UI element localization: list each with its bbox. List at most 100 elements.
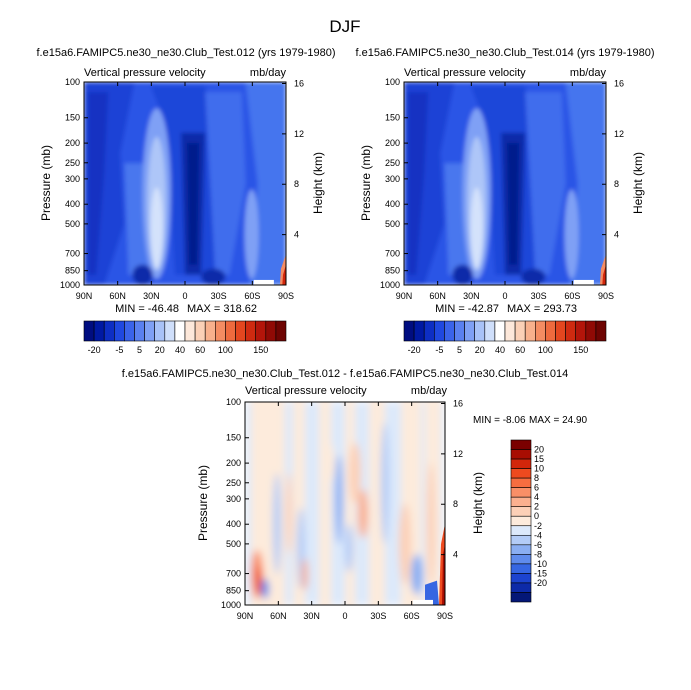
colorbar-swatch	[194, 320, 206, 342]
colorbar-swatch	[510, 582, 532, 593]
colorbar-swatch	[423, 320, 435, 342]
contour-band	[201, 268, 226, 285]
contour-band	[408, 92, 429, 275]
y2-tick-label: 16	[453, 398, 463, 408]
contour-band	[369, 402, 385, 605]
y-tick-label: 500	[385, 219, 400, 229]
colorbar-label: 2	[534, 502, 539, 512]
contour-band	[335, 454, 343, 545]
y2-tick-label: 16	[614, 78, 624, 88]
y-tick-label: 300	[226, 494, 241, 504]
colorbar-label: -20	[408, 345, 421, 355]
colorbar-label: 100	[538, 345, 553, 355]
contour-band	[345, 402, 355, 605]
y2-tick-label: 12	[614, 129, 624, 139]
colorbar-swatch	[83, 320, 95, 342]
y-tick-label: 850	[385, 266, 400, 276]
panel-3-max-label: MAX = 24.90	[529, 415, 588, 426]
contour-band	[521, 268, 546, 285]
contour-band	[88, 92, 109, 275]
panel-1-y2-axis-label: Height (km)	[311, 152, 325, 214]
y2-tick-label: 8	[614, 179, 619, 189]
colorbar-label: 5	[137, 345, 142, 355]
colorbar-swatch	[444, 320, 455, 342]
colorbar-swatch	[510, 487, 532, 498]
contour-band	[256, 566, 262, 595]
colorbar-swatch	[545, 320, 556, 342]
colorbar-swatch	[464, 320, 476, 342]
colorbar-swatch	[514, 320, 526, 342]
y-tick-label: 200	[226, 458, 241, 468]
y-tick-label: 700	[65, 249, 80, 259]
colorbar-label: 5	[457, 345, 462, 355]
x-tick-label: 90S	[278, 291, 294, 301]
field-blurred	[404, 82, 606, 285]
contour-band	[525, 92, 566, 275]
contour-band	[470, 187, 483, 269]
panel-2-y2-axis-label: Height (km)	[631, 152, 645, 214]
colorbar-label: 6	[534, 483, 539, 493]
y-tick-label: 250	[226, 478, 241, 488]
x-tick-label: 30S	[211, 291, 227, 301]
panel-3-min-label: MIN = -8.06	[473, 415, 526, 426]
contour-band	[452, 264, 473, 285]
y-tick-label: 250	[65, 158, 80, 168]
colorbar-swatch	[534, 320, 546, 342]
field-layers	[404, 82, 606, 285]
contour-band	[411, 554, 423, 595]
colorbar-swatch	[510, 573, 532, 584]
contour-band	[507, 142, 520, 265]
y-tick-label: 700	[385, 249, 400, 259]
y-tick-label: 100	[226, 397, 241, 407]
panel-1-left-label: Vertical pressure velocity	[84, 67, 206, 79]
topography-mask	[413, 599, 433, 605]
x-tick-label: 60S	[404, 611, 420, 621]
contour-band	[286, 473, 292, 555]
colorbar-swatch	[510, 506, 532, 517]
contour-band	[150, 187, 163, 269]
colorbar-swatch	[103, 320, 115, 342]
field-blurred	[245, 402, 445, 605]
y2-tick-label: 8	[294, 179, 299, 189]
colorbar-swatch	[575, 320, 587, 342]
colorbar-label: -2	[534, 521, 542, 531]
colorbar-swatch	[555, 320, 566, 342]
colorbar-swatch	[595, 320, 607, 342]
panel-2-colorbar: -20 -5 5 20 40 60 100 150	[403, 320, 607, 355]
colorbar-swatch	[510, 592, 532, 603]
y-tick-label: 850	[65, 266, 80, 276]
panel-1-min-label: MIN = -46.48	[115, 303, 179, 315]
panel-3-left-label: Vertical pressure velocity	[245, 385, 367, 397]
colorbar-swatch	[275, 320, 287, 342]
y-tick-label: 1000	[380, 280, 400, 290]
colorbar-label: 60	[195, 345, 205, 355]
colorbar-label: 8	[534, 473, 539, 483]
y-tick-label: 150	[385, 113, 400, 123]
colorbar-swatch	[510, 534, 532, 546]
colorbar-label: 60	[515, 345, 525, 355]
colorbar-label: 20	[155, 345, 165, 355]
panel-1-colorbar: -20 -5 5 20 40 60 100 150	[83, 320, 287, 355]
y-tick-label: 100	[65, 77, 80, 87]
colorbar-label: 150	[573, 345, 588, 355]
y2-tick-label: 12	[294, 129, 304, 139]
colorbar-swatch	[510, 563, 532, 574]
x-tick-label: 0	[342, 611, 347, 621]
contour-band	[282, 264, 286, 285]
panel-3-title: f.e15a6.FAMIPC5.ne30_ne30.Club_Test.012 …	[122, 368, 568, 380]
colorbar-swatch	[494, 320, 506, 342]
panel-2-contour-field	[404, 82, 606, 285]
x-tick-label: 30N	[303, 611, 320, 621]
colorbar-swatch	[124, 320, 135, 342]
y-tick-label: 400	[65, 199, 80, 209]
x-tick-label: 90N	[396, 291, 413, 301]
panel-1-right-label: mb/day	[250, 67, 287, 79]
x-tick-label: 60N	[429, 291, 446, 301]
contour-band	[442, 544, 445, 605]
colorbar-label: -20	[88, 345, 101, 355]
colorbar-swatch	[433, 320, 445, 342]
colorbar-swatch	[114, 320, 125, 342]
contour-band	[244, 189, 259, 279]
